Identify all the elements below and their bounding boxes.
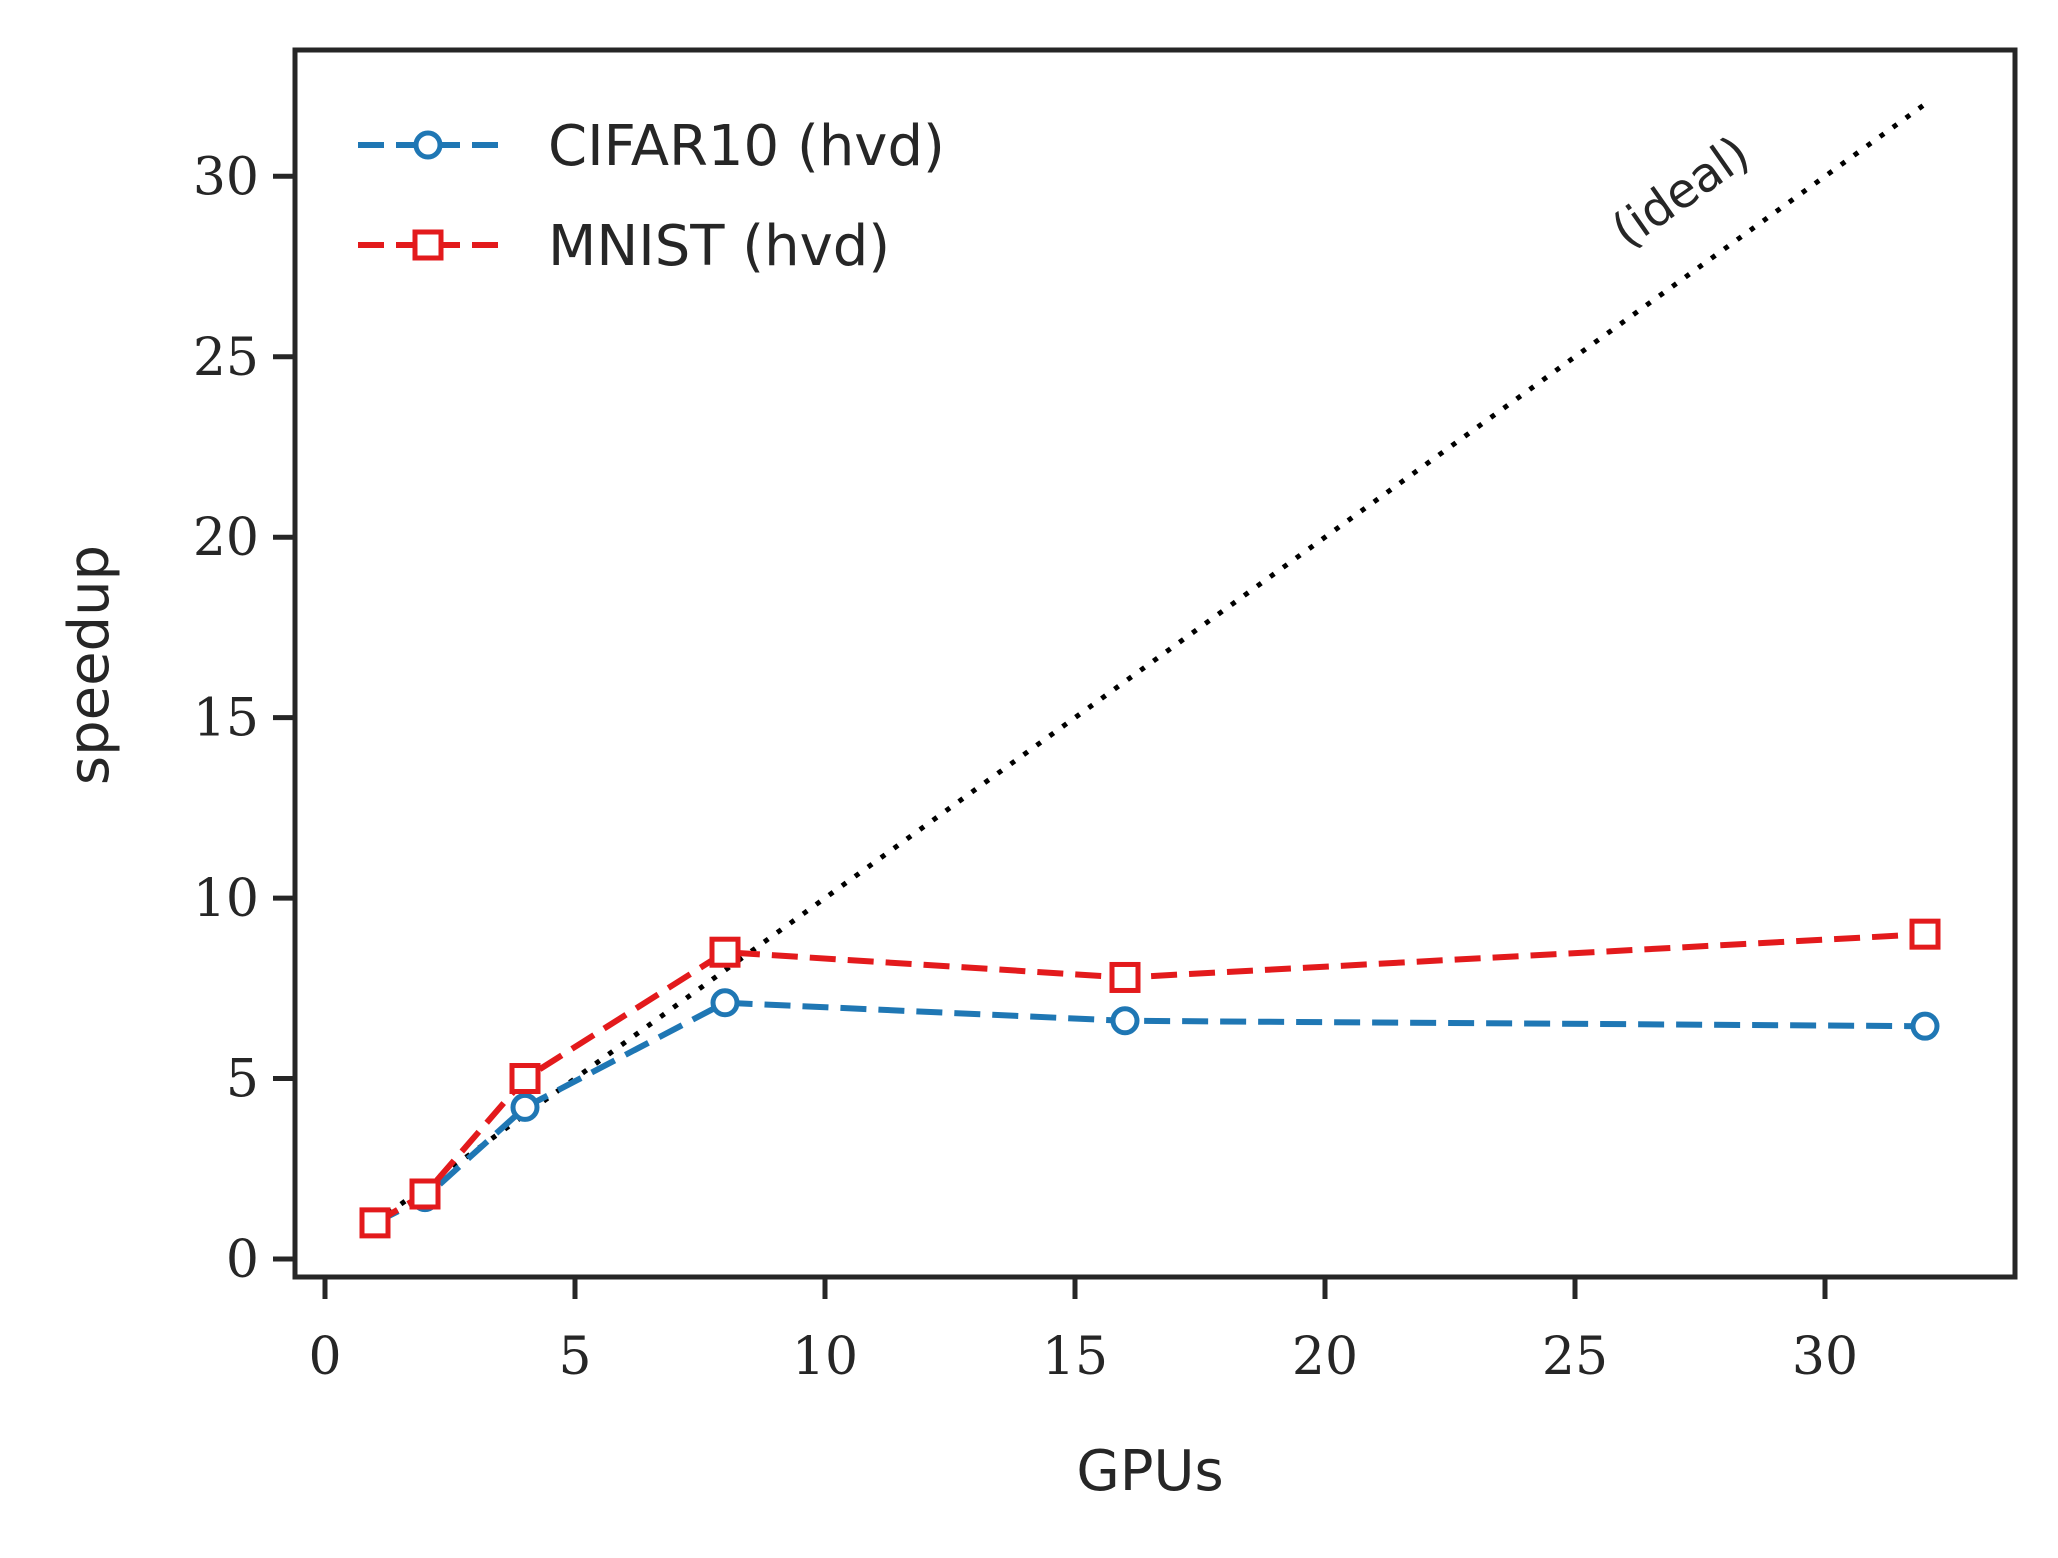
data-point-circle bbox=[1110, 1006, 1140, 1036]
y-tick-label: 0 bbox=[226, 1230, 259, 1290]
y-tick-label: 20 bbox=[193, 508, 259, 568]
x-tick-label: 20 bbox=[1292, 1327, 1358, 1387]
data-point-circle bbox=[1910, 1011, 1940, 1041]
data-point-square bbox=[709, 936, 741, 968]
ideal-annotation: (ideal) bbox=[1602, 125, 1760, 259]
x-tick-label: 15 bbox=[1042, 1327, 1108, 1387]
y-tick-label: 30 bbox=[193, 147, 259, 207]
data-point-square bbox=[359, 1207, 391, 1239]
y-axis-label: speedup bbox=[57, 545, 122, 785]
x-tick-label: 30 bbox=[1792, 1327, 1858, 1387]
series-line-1 bbox=[373, 999, 1926, 1226]
x-tick-label: 25 bbox=[1542, 1327, 1608, 1387]
legend-label: MNIST (hvd) bbox=[548, 214, 890, 279]
data-point-square bbox=[409, 1178, 441, 1210]
axes-frame bbox=[292, 47, 2018, 1280]
legend-label: CIFAR10 (hvd) bbox=[548, 114, 945, 179]
data-point-square bbox=[1909, 918, 1941, 950]
y-axis: 0 5 10 15 20 25 30 bbox=[193, 147, 295, 1290]
y-tick-label: 10 bbox=[193, 869, 259, 929]
x-axis: 0 5 10 15 20 25 30 bbox=[308, 1277, 1858, 1387]
plot-area bbox=[359, 102, 1941, 1239]
legend: CIFAR10 (hvd) MNIST (hvd) bbox=[358, 114, 945, 279]
x-axis-label: GPUs bbox=[1076, 1439, 1223, 1504]
y-tick-label: 15 bbox=[193, 689, 259, 749]
x-tick-label: 10 bbox=[792, 1327, 858, 1387]
legend-marker-circle bbox=[413, 130, 443, 160]
data-point-circle bbox=[510, 1092, 540, 1122]
x-tick-label: 0 bbox=[308, 1327, 341, 1387]
y-tick-label: 5 bbox=[226, 1050, 259, 1110]
data-point-square bbox=[1109, 961, 1141, 993]
x-tick-label: 5 bbox=[558, 1327, 591, 1387]
data-point-square bbox=[509, 1063, 541, 1095]
data-point-circle bbox=[710, 988, 740, 1018]
legend-marker-square bbox=[412, 229, 444, 261]
series-line-2 bbox=[373, 931, 1926, 1226]
y-tick-label: 25 bbox=[193, 328, 259, 388]
